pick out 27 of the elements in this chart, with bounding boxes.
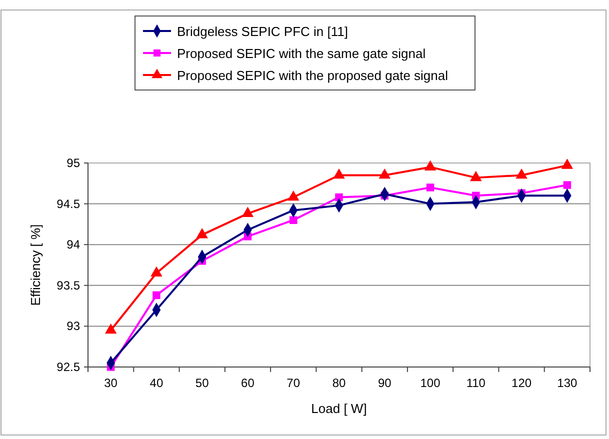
legend-label: Bridgeless SEPIC PFC in [11] [177, 24, 348, 39]
legend-label: Proposed SEPIC with the same gate signal [177, 46, 426, 61]
y-tick-label: 92.5 [56, 360, 80, 374]
x-tick-label: 70 [286, 376, 300, 390]
y-axis-title: Efficiency [ %] [28, 224, 43, 306]
x-tick-label: 50 [195, 376, 210, 390]
x-tick-label: 100 [420, 376, 441, 390]
x-tick-label: 60 [241, 376, 255, 390]
point [152, 291, 160, 300]
point [563, 181, 572, 189]
y-tick-label: 95 [66, 156, 80, 170]
x-tick-label: 80 [332, 376, 346, 390]
point [335, 193, 343, 202]
x-tick-label: 90 [378, 376, 392, 390]
y-tick-label: 93.5 [56, 278, 80, 292]
legend-label: Proposed SEPIC with the proposed gate signal [177, 68, 448, 83]
y-tick-label: 94.5 [56, 196, 80, 211]
x-tick-label: 40 [150, 376, 164, 390]
x-tick-label: 130 [557, 376, 578, 390]
y-tick-label: 93 [66, 319, 80, 334]
x-tick-label: 30 [104, 376, 118, 390]
x-tick-label: 120 [512, 376, 532, 390]
y-tick-label: 94 [66, 238, 80, 252]
x-axis-title: Load [ W] [311, 401, 367, 416]
x-tick-label: 110 [466, 376, 486, 390]
point [289, 216, 298, 224]
point [426, 184, 434, 192]
